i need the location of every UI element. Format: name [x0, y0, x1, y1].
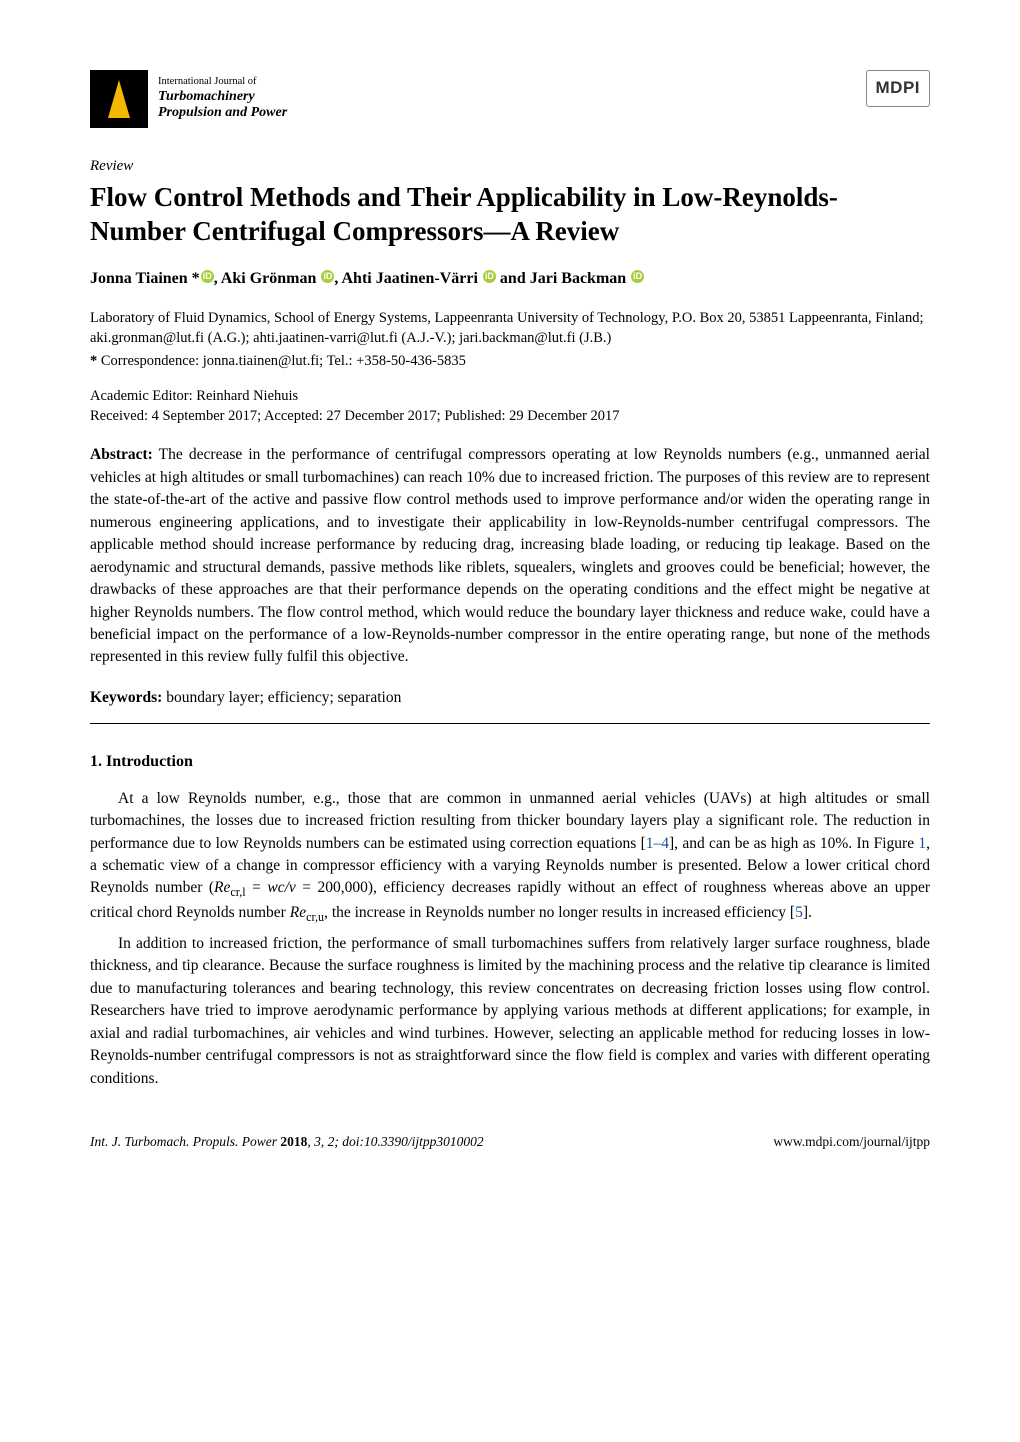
section-1-heading: 1. Introduction	[90, 750, 930, 773]
publication-dates: Received: 4 September 2017; Accepted: 27…	[90, 406, 930, 426]
abstract-block: Abstract: The decrease in the performanc…	[90, 444, 930, 669]
editor-dates: Academic Editor: Reinhard Niehuis Receiv…	[90, 386, 930, 427]
keywords-label: Keywords:	[90, 689, 162, 706]
orcid-icon: iD	[201, 270, 214, 283]
footer-url: www.mdpi.com/journal/ijtpp	[773, 1132, 930, 1152]
abstract-text: The decrease in the performance of centr…	[90, 446, 930, 665]
publisher-logo: MDPI	[866, 70, 931, 107]
keywords-block: Keywords: boundary layer; efficiency; se…	[90, 687, 930, 709]
correspondence-marker: *	[90, 353, 97, 369]
journal-logo-block: International Journal of Turbomachinery …	[90, 70, 287, 128]
footer-left: Int. J. Turbomach. Propuls. Power 2018, …	[90, 1132, 484, 1152]
orcid-icon: iD	[483, 270, 496, 283]
re-cru-sub: cr,u	[306, 910, 324, 924]
journal-text-block: International Journal of Turbomachinery …	[158, 76, 287, 122]
ref-link-5[interactable]: 5	[795, 904, 803, 921]
author-2: , Aki Grönman	[214, 270, 317, 287]
intro-p1b: ], and can be as high as 10%. In Figure	[669, 835, 918, 852]
author-4: and Jari Backman	[496, 270, 626, 287]
article-title: Flow Control Methods and Their Applicabi…	[90, 180, 930, 249]
footer-journal: Int. J. Turbomach. Propuls. Power	[90, 1134, 277, 1149]
figure-link-1[interactable]: 1	[918, 835, 926, 852]
abstract-label: Abstract:	[90, 446, 153, 463]
orcid-icon: iD	[631, 270, 644, 283]
ref-link-1-4[interactable]: 1–4	[646, 835, 669, 852]
orcid-icon: iD	[321, 270, 334, 283]
author-1: Jonna Tiainen *	[90, 270, 200, 287]
intro-para-1: At a low Reynolds number, e.g., those th…	[90, 788, 930, 927]
re-formula: wc/ν	[267, 879, 295, 896]
divider	[90, 723, 930, 724]
journal-line1: International Journal of	[158, 76, 287, 89]
authors-line: Jonna Tiainen *iD, Aki Grönman iD, Ahti …	[90, 267, 930, 290]
re-cru: Re	[290, 904, 306, 921]
re-crl: Re	[214, 879, 230, 896]
keywords-text: boundary layer; efficiency; separation	[162, 689, 401, 706]
intro-p1e: , the increase in Reynolds number no lon…	[324, 904, 795, 921]
article-type: Review	[90, 156, 930, 178]
intro-para-2: In addition to increased friction, the p…	[90, 933, 930, 1090]
intro-p1f: ].	[803, 904, 812, 921]
correspondence: * Correspondence: jonna.tiainen@lut.fi; …	[90, 351, 930, 372]
affiliation: Laboratory of Fluid Dynamics, School of …	[90, 308, 930, 349]
re-crl-sub: cr,l	[230, 886, 245, 900]
footer-year: 2018	[280, 1134, 307, 1149]
footer-citation: , 3, 2; doi:10.3390/ijtpp3010002	[307, 1134, 483, 1149]
author-3: , Ahti Jaatinen-Värri	[334, 270, 478, 287]
journal-icon	[90, 70, 148, 128]
journal-line3: Propulsion and Power	[158, 105, 287, 122]
footer: Int. J. Turbomach. Propuls. Power 2018, …	[90, 1132, 930, 1152]
journal-line2: Turbomachinery	[158, 89, 287, 106]
header-row: International Journal of Turbomachinery …	[90, 70, 930, 128]
correspondence-text: Correspondence: jonna.tiainen@lut.fi; Te…	[101, 353, 466, 369]
academic-editor: Academic Editor: Reinhard Niehuis	[90, 386, 930, 406]
